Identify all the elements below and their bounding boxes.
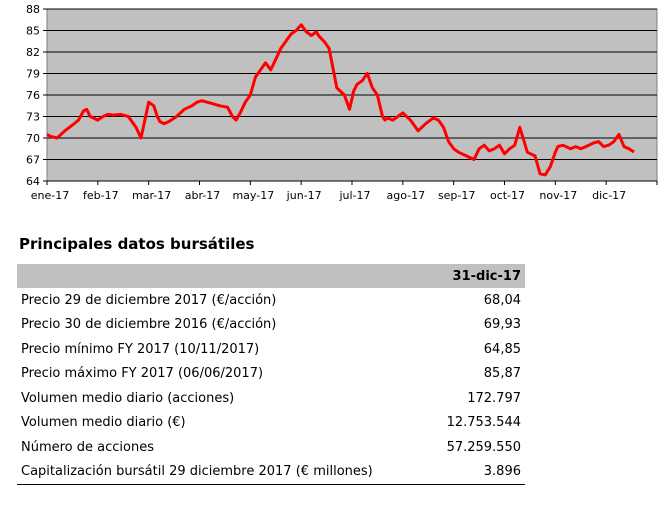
row-value: 85,87 bbox=[483, 366, 521, 382]
table-row: Número de acciones 57.259.550 bbox=[17, 435, 525, 460]
table-row: Precio 29 de diciembre 2017 (€/acción) 68… bbox=[17, 288, 525, 313]
x-tick-label: ago-17 bbox=[387, 189, 426, 202]
row-label: Capitalización bursátil 29 diciembre 201… bbox=[17, 459, 431, 485]
x-tick-label: abr-17 bbox=[185, 189, 221, 202]
x-tick-label: may-17 bbox=[232, 189, 274, 202]
table-row: Capitalización bursátil 29 diciembre 201… bbox=[17, 459, 525, 485]
y-tick-label: 64 bbox=[26, 175, 40, 188]
x-tick-label: dic-17 bbox=[592, 189, 626, 202]
table-header-row: 31-dic-17 bbox=[17, 264, 525, 288]
y-tick-label: 73 bbox=[26, 111, 40, 124]
x-tick-label: feb-17 bbox=[83, 189, 119, 202]
x-tick-label: sep-17 bbox=[438, 189, 475, 202]
header-label-cell bbox=[17, 264, 431, 288]
row-value: 12.753.544 bbox=[446, 415, 521, 431]
header-date-cell: 31-dic-17 bbox=[430, 264, 525, 288]
y-axis-ticks: 64 67 70 73 76 79 82 85 88 bbox=[26, 3, 47, 188]
y-tick-label: 88 bbox=[26, 3, 40, 16]
x-tick-label: oct-17 bbox=[490, 189, 525, 202]
x-tick-label: ene-17 bbox=[31, 189, 69, 202]
row-label: Volumen medio diario (acciones) bbox=[21, 390, 235, 406]
row-value: 68,04 bbox=[483, 292, 521, 308]
row-label: Precio 29 de diciembre 2017 (€/acción) bbox=[21, 292, 277, 308]
price-series-line bbox=[46, 23, 635, 177]
y-tick-label: 82 bbox=[26, 46, 40, 59]
x-axis-ticks: ene-17 feb-17 mar-17 abr-17 may-17 jun-17 jul-… bbox=[31, 181, 658, 202]
y-tick-label: 79 bbox=[26, 68, 40, 81]
y-gridlines bbox=[47, 8, 657, 160]
row-value: 57.259.550 bbox=[446, 439, 521, 455]
row-label: Precio máximo FY 2017 (06/06/2017) bbox=[21, 366, 264, 382]
row-value: 172.797 bbox=[467, 390, 521, 406]
row-label: Precio 30 de diciembre 2016 (€/acción) bbox=[21, 317, 277, 333]
table-row: Volumen medio diario (acciones) 172.797 bbox=[17, 386, 525, 411]
y-tick-label: 85 bbox=[26, 25, 40, 38]
table-row: Precio 30 de diciembre 2016 (€/acción) 69… bbox=[17, 313, 525, 338]
row-label: Volumen medio diario (€) bbox=[21, 415, 186, 431]
row-value: 3.896 bbox=[430, 459, 525, 485]
x-tick-label: jun-17 bbox=[286, 189, 322, 202]
table-row: Precio máximo FY 2017 (06/06/2017) 85,87 bbox=[17, 362, 525, 387]
section-title: Principales datos bursátiles bbox=[19, 235, 255, 253]
stock-data-table: 31-dic-17 Precio 29 de diciembre 2017 (€… bbox=[17, 264, 525, 485]
table-row: Volumen medio diario (€) 12.753.544 bbox=[17, 411, 525, 436]
y-tick-label: 67 bbox=[26, 154, 40, 167]
stock-price-chart: 64 67 70 73 76 79 82 85 88 ene-17 feb-17 mar-17 abr… bbox=[26, 3, 658, 202]
row-value: 69,93 bbox=[483, 317, 521, 333]
table-row: Precio mínimo FY 2017 (10/11/2017) 64,85 bbox=[17, 337, 525, 362]
y-tick-label: 76 bbox=[26, 89, 40, 102]
x-tick-label: mar-17 bbox=[132, 189, 171, 202]
row-label: Precio mínimo FY 2017 (10/11/2017) bbox=[21, 341, 260, 357]
x-tick-label: nov-17 bbox=[539, 189, 577, 202]
x-tick-label: jul-17 bbox=[338, 189, 370, 202]
y-tick-label: 70 bbox=[26, 132, 40, 145]
row-label: Número de acciones bbox=[21, 439, 154, 455]
row-value: 64,85 bbox=[483, 341, 521, 357]
